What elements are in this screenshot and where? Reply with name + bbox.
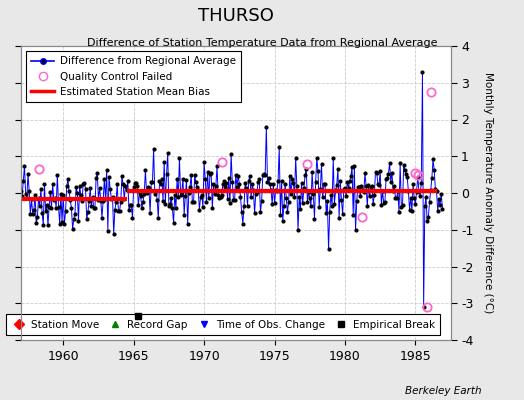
Title: THURSO: THURSO [198,7,274,25]
Y-axis label: Monthly Temperature Anomaly Difference (°C): Monthly Temperature Anomaly Difference (… [483,72,493,314]
Text: Difference of Station Temperature Data from Regional Average: Difference of Station Temperature Data f… [87,38,437,48]
Legend: Station Move, Record Gap, Time of Obs. Change, Empirical Break: Station Move, Record Gap, Time of Obs. C… [6,314,440,335]
Text: Berkeley Earth: Berkeley Earth [406,386,482,396]
